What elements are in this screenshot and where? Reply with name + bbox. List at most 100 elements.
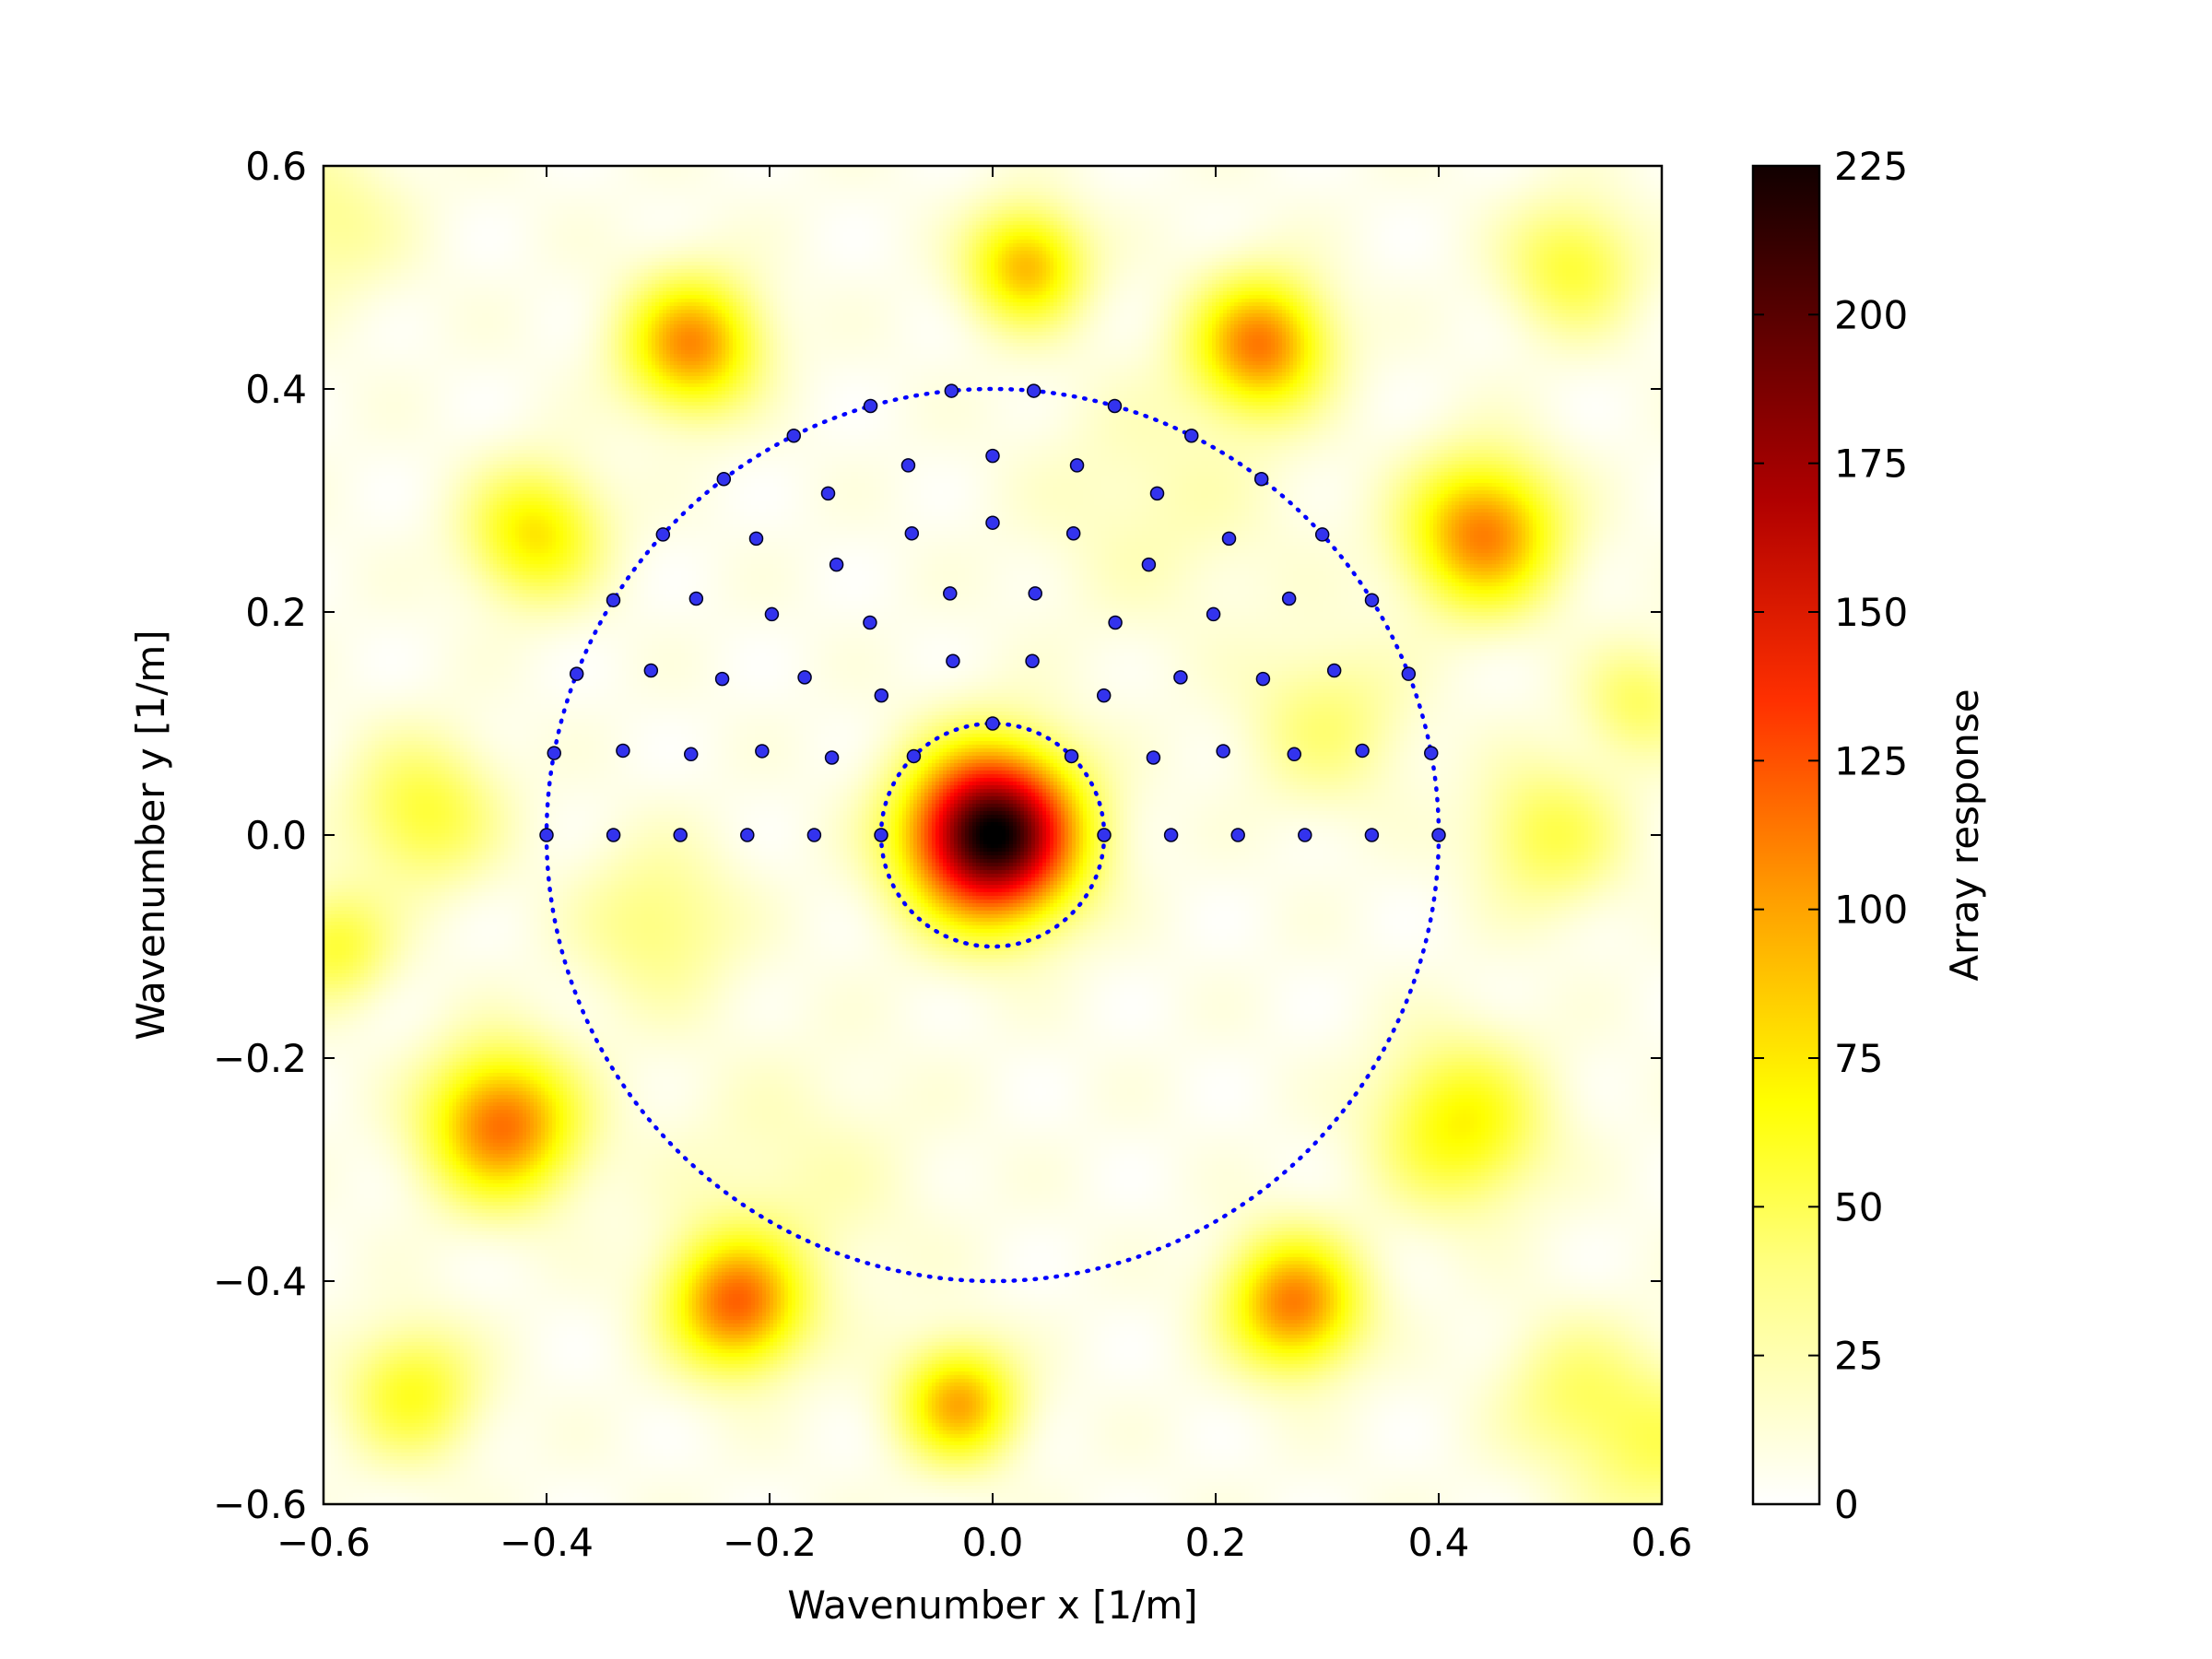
sampling-point [1253, 472, 1269, 487]
sampling-point [1028, 586, 1042, 601]
y-tick-label: −0.4 [213, 1259, 307, 1304]
sampling-point [748, 531, 764, 547]
sampling-point [1364, 593, 1380, 607]
sampling-point [904, 525, 920, 541]
sampling-point [943, 586, 958, 601]
x-tick-label: 0.0 [962, 1520, 1024, 1565]
sampling-point [1163, 828, 1179, 842]
sampling-point [673, 828, 688, 842]
colorbar-tick-label: 125 [1834, 738, 1908, 783]
x-tick-label: 0.6 [1631, 1520, 1693, 1565]
sampling-point [764, 606, 780, 622]
sampling-point [1206, 606, 1221, 622]
y-axis: −0.6 −0.4 −0.2 0.0 0.2 0.4 0.6 [213, 144, 1662, 1527]
x-axis-label: Wavenumber x [1/m] [787, 1583, 1197, 1628]
sampling-point [688, 591, 704, 606]
sampling-point [946, 653, 960, 669]
sampling-point [829, 557, 844, 572]
sampling-point [1107, 398, 1123, 414]
sampling-point [1108, 615, 1123, 630]
sampling-point [1255, 671, 1271, 687]
sampling-point [1401, 666, 1417, 681]
y-tick-label: 0.2 [245, 590, 307, 635]
heatmap-image [324, 166, 1662, 1504]
sampling-point [1097, 828, 1112, 842]
sampling-point [1069, 458, 1085, 473]
y-axis-label: Wavenumber y [1/m] [128, 629, 173, 1040]
y-tick-label: 0.6 [245, 144, 307, 189]
sampling-point [539, 828, 554, 842]
colorbar-tick-label: 100 [1834, 888, 1908, 933]
sampling-point [569, 666, 584, 681]
sampling-point [616, 743, 630, 759]
sampling-point [1173, 670, 1188, 685]
colorbar-ticks: 0 25 50 75 100 125 150 175 200 225 [1753, 144, 1908, 1527]
colorbar-tick-label: 150 [1834, 590, 1908, 635]
y-tick-label: −0.6 [213, 1482, 307, 1527]
sampling-point [786, 428, 802, 443]
sampling-point [1065, 525, 1081, 541]
colorbar-tick-label: 75 [1834, 1036, 1883, 1081]
x-tick-label: −0.2 [723, 1520, 817, 1565]
sampling-point [1431, 828, 1446, 842]
sampling-point [1096, 688, 1112, 703]
colorbar-label: Array response [1942, 688, 1987, 981]
sampling-point [1216, 744, 1230, 759]
sampling-point [806, 828, 822, 842]
sampling-point [906, 748, 922, 764]
sampling-point [985, 515, 1000, 530]
x-tick-label: 0.2 [1185, 1520, 1247, 1565]
sampling-point [740, 828, 755, 842]
sampling-point [1146, 750, 1161, 765]
sampling-point [606, 828, 621, 842]
y-tick-label: 0.0 [245, 813, 307, 858]
sampling-point [1281, 591, 1297, 606]
y-tick-label: −0.2 [213, 1036, 307, 1081]
sampling-point [755, 744, 770, 759]
x-tick-label: −0.6 [276, 1520, 371, 1565]
sampling-point [1424, 746, 1439, 760]
sampling-point [1230, 828, 1245, 842]
colorbar-tick-label: 175 [1834, 441, 1908, 487]
overlay [539, 383, 1446, 1284]
sampling-point [1298, 828, 1312, 842]
sampling-point [1326, 663, 1342, 678]
sampling-point [863, 398, 878, 414]
sampling-point [683, 747, 699, 762]
sampling-point [1287, 747, 1302, 762]
sampling-point [1183, 428, 1199, 443]
sampling-point [1364, 828, 1380, 842]
sampling-point [1221, 531, 1237, 547]
sampling-point [985, 448, 1000, 464]
sampling-point [824, 750, 840, 765]
sampling-point [820, 486, 836, 501]
sampling-point [716, 472, 732, 487]
sampling-point [1026, 383, 1041, 398]
sampling-point [606, 593, 621, 607]
sampling-point [863, 615, 877, 630]
plot-area [322, 164, 1664, 1506]
sampling-point [1025, 653, 1040, 669]
colorbar-tick-label: 25 [1834, 1334, 1883, 1379]
sampling-point [643, 663, 659, 678]
colorbar-tick-label: 225 [1834, 144, 1908, 189]
x-tick-label: −0.4 [500, 1520, 594, 1565]
sampling-point [874, 688, 889, 703]
sampling-point [655, 527, 671, 542]
sampling-point [1149, 486, 1165, 501]
colorbar-tick-label: 0 [1834, 1482, 1859, 1527]
y-tick-label: 0.4 [245, 367, 307, 412]
sampling-point [900, 458, 916, 473]
sampling-point [874, 828, 888, 842]
sampling-point [714, 671, 730, 687]
sampling-point [944, 383, 959, 398]
x-tick-label: 0.4 [1408, 1520, 1470, 1565]
colorbar: 0 25 50 75 100 125 150 175 200 225 Array response [1751, 144, 1987, 1527]
sampling-point [1314, 527, 1330, 542]
colorbar-gradient [1751, 164, 1821, 1506]
x-axis: −0.6 −0.4 −0.2 0.0 0.2 0.4 0.6 [276, 166, 1692, 1565]
colorbar-tick-label: 50 [1834, 1184, 1883, 1230]
colorbar-tick-label: 200 [1834, 292, 1908, 337]
sampling-point [1064, 748, 1079, 764]
